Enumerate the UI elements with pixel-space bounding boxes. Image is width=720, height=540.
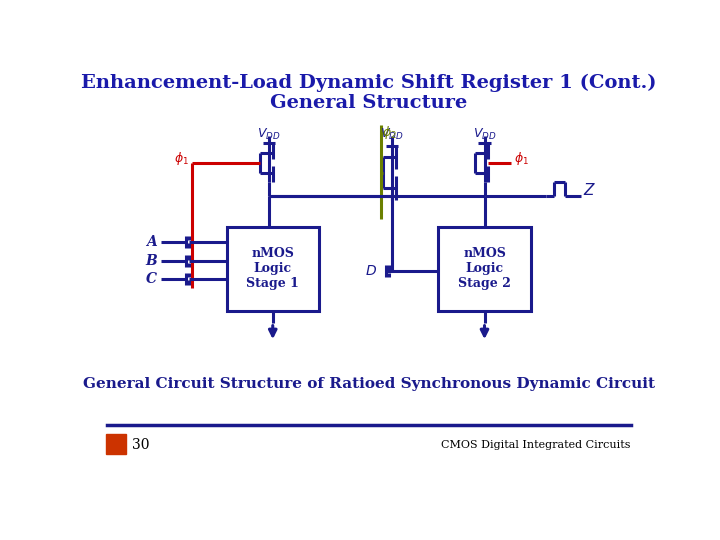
Text: nMOS
Logic
Stage 1: nMOS Logic Stage 1 xyxy=(246,247,300,291)
Text: $\phi_2$: $\phi_2$ xyxy=(382,124,397,141)
Bar xyxy=(227,226,319,311)
Text: Enhancement-Load Dynamic Shift Register 1 (Cont.): Enhancement-Load Dynamic Shift Register … xyxy=(81,74,657,92)
Text: 30: 30 xyxy=(132,438,149,452)
Text: $D$: $D$ xyxy=(365,264,377,278)
Text: $\phi_1$: $\phi_1$ xyxy=(174,150,189,167)
Text: A: A xyxy=(146,235,157,249)
Text: B: B xyxy=(145,254,157,268)
Text: $V_{DD}$: $V_{DD}$ xyxy=(257,126,281,141)
Text: $\phi_1$: $\phi_1$ xyxy=(514,150,528,167)
Bar xyxy=(438,226,531,311)
Text: General Circuit Structure of Ratioed Synchronous Dynamic Circuit: General Circuit Structure of Ratioed Syn… xyxy=(83,377,655,390)
Text: C: C xyxy=(146,272,157,286)
Bar xyxy=(106,434,126,454)
Text: $V_{DD}$: $V_{DD}$ xyxy=(473,126,496,141)
Text: nMOS
Logic
Stage 2: nMOS Logic Stage 2 xyxy=(458,247,511,291)
Text: CMOS Digital Integrated Circuits: CMOS Digital Integrated Circuits xyxy=(441,440,631,450)
Text: $Z$: $Z$ xyxy=(583,181,596,198)
Text: $V_{DD}$: $V_{DD}$ xyxy=(380,126,404,141)
Text: General Structure: General Structure xyxy=(271,94,467,112)
